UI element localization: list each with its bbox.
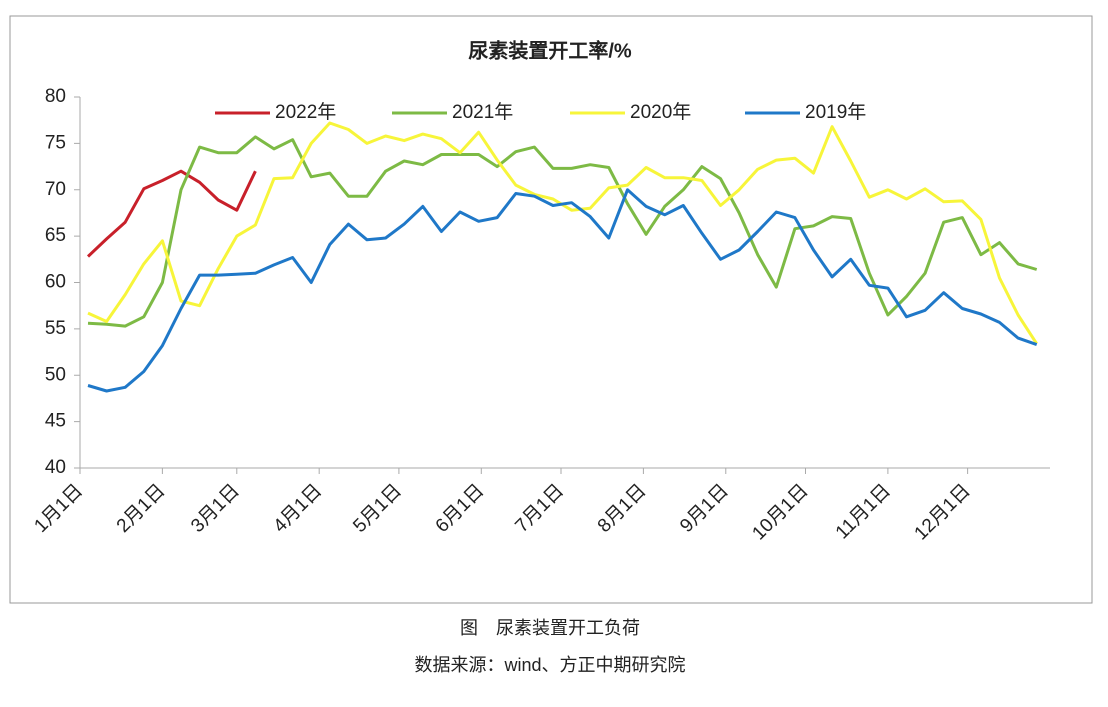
chart-title: 尿素装置开工率/% — [468, 38, 632, 62]
x-tick-label: 1月1日 — [30, 480, 87, 537]
legend-label: 2019年 — [805, 101, 866, 123]
legend-label: 2022年 — [275, 101, 336, 123]
x-tick-label: 12月1日 — [911, 480, 975, 544]
y-tick-label: 45 — [45, 411, 66, 432]
x-tick-label: 4月1日 — [270, 480, 327, 537]
legend-label: 2021年 — [452, 101, 513, 123]
x-tick-label: 2月1日 — [113, 480, 170, 537]
x-tick-label: 8月1日 — [594, 480, 651, 537]
chart-frame — [9, 15, 1093, 604]
legend-label: 2020年 — [630, 101, 691, 123]
y-tick-label: 40 — [45, 457, 66, 478]
y-tick-label: 60 — [45, 272, 66, 293]
y-tick-label: 50 — [45, 364, 66, 385]
y-tick-label: 55 — [45, 318, 66, 339]
y-tick-label: 80 — [45, 86, 66, 107]
x-tick-label: 11月1日 — [832, 480, 895, 543]
x-tick-label: 9月1日 — [676, 480, 733, 537]
x-tick-label: 10月1日 — [748, 480, 812, 544]
y-tick-label: 75 — [45, 132, 66, 153]
series-line — [87, 135, 1038, 328]
y-tick-label: 65 — [45, 225, 66, 246]
x-tick-label: 7月1日 — [511, 480, 568, 537]
caption: 图 尿素装置开工负荷 — [460, 618, 640, 638]
y-tick-label: 70 — [45, 179, 66, 200]
source: 数据来源：wind、方正中期研究院 — [414, 655, 685, 675]
series-line — [86, 169, 257, 258]
series-line — [87, 188, 1038, 393]
x-tick-label: 6月1日 — [432, 480, 489, 537]
x-tick-label: 5月1日 — [349, 480, 406, 537]
x-tick-label: 3月1日 — [187, 480, 244, 537]
